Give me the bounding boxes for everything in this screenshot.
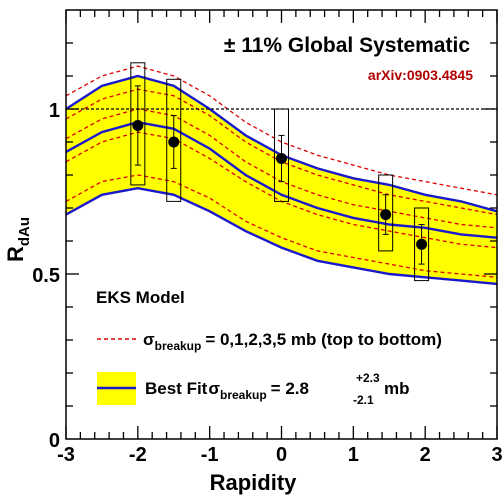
x-tick-label: 3 bbox=[491, 444, 502, 466]
plot-labels-layer: -3 -2 -1 0 1 2 3 0 0.5 1 Rapidity RdAu bbox=[3, 100, 502, 495]
legend-dashed-sub: breakup bbox=[155, 339, 202, 353]
data-point-3 bbox=[380, 209, 392, 221]
legend-fit-sigma: σ bbox=[208, 379, 220, 398]
legend-fit-plus: +2.3 bbox=[356, 371, 380, 385]
systematic-box-3 bbox=[378, 174, 394, 252]
legend-fit-label: Best Fitσbreakup = 2.8 bbox=[145, 379, 309, 402]
legend-fit-minus: -2.1 bbox=[353, 393, 374, 407]
y-tick-label: 1 bbox=[49, 100, 60, 122]
y-axis-title: RdAu bbox=[3, 217, 33, 262]
x-axis-title: Rapidity bbox=[210, 470, 298, 495]
data-point-1 bbox=[168, 136, 180, 148]
dashed-line-0 bbox=[65, 65, 498, 196]
systematic-box-2 bbox=[274, 108, 289, 202]
global-systematic-label: ± 11% Global Systematic bbox=[224, 34, 470, 57]
dashed-line-4 bbox=[65, 174, 498, 278]
x-tick-label: 0 bbox=[276, 444, 287, 466]
systematic-box-1 bbox=[166, 78, 182, 202]
legend-dashed-sigma: σ bbox=[143, 330, 155, 349]
legend-dashed-label: σbreakup = 0,1,2,3,5 mb (top to bottom) bbox=[143, 330, 442, 353]
y-axis-title-sub: dAu bbox=[16, 217, 33, 246]
data-point-4 bbox=[416, 238, 428, 250]
legend-fit-sub: breakup bbox=[220, 388, 267, 402]
x-tick-label: -2 bbox=[129, 444, 147, 466]
legend-fit-prefix: Best Fit bbox=[145, 379, 208, 398]
x-tick-label: -3 bbox=[57, 444, 75, 466]
legend-fit-unit: mb bbox=[384, 379, 410, 398]
y-axis-title-main: R bbox=[3, 246, 28, 262]
model-label: EKS Model bbox=[96, 288, 185, 307]
band-lower-line bbox=[65, 186, 498, 286]
legend-fit-value: = 2.8 bbox=[271, 379, 309, 398]
x-tick-label: -1 bbox=[201, 444, 219, 466]
x-tick-label: 2 bbox=[420, 444, 431, 466]
y-tick-label: 0 bbox=[49, 430, 60, 452]
systematic-box-0 bbox=[130, 62, 146, 186]
systematic-box-4 bbox=[414, 207, 430, 282]
plot-series-layer bbox=[65, 62, 498, 286]
legend-dashed-suffix: = 0,1,2,3,5 mb (top to bottom) bbox=[205, 330, 442, 349]
data-point-0 bbox=[132, 120, 144, 131]
x-tick-label: 1 bbox=[348, 444, 359, 466]
data-point-2 bbox=[276, 153, 287, 164]
plot-frame-layer bbox=[65, 9, 498, 440]
y-tick-label: 0.5 bbox=[32, 265, 60, 287]
arxiv-reference-label: arXiv:0903.4845 bbox=[368, 67, 473, 83]
